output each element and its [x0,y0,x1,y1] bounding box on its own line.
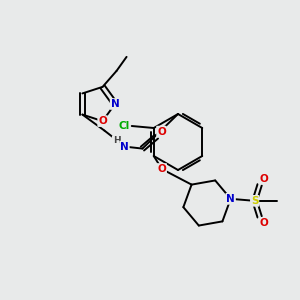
Text: S: S [251,196,258,206]
Text: Cl: Cl [118,121,129,131]
Text: O: O [259,218,268,228]
Text: N: N [120,142,129,152]
Text: N: N [226,194,235,204]
Text: N: N [111,99,119,109]
Text: O: O [157,127,166,136]
Text: O: O [158,164,166,174]
Text: O: O [98,116,107,126]
Text: H: H [112,136,120,145]
Text: O: O [259,174,268,184]
